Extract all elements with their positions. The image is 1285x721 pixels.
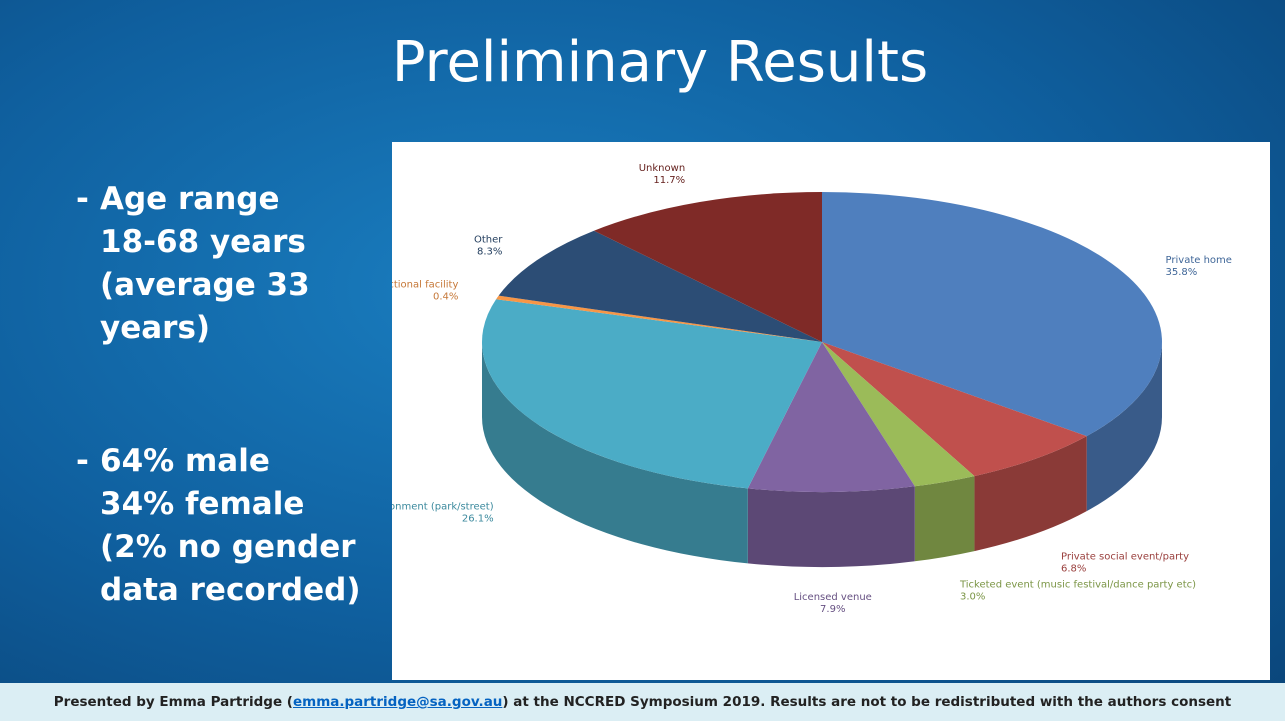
bullet-line: Age range [100, 181, 280, 217]
bullet-line: (2% no gender [100, 529, 356, 565]
slice-label: Other [474, 234, 503, 245]
value-label: 6.8% [1061, 563, 1086, 574]
value-label: 26.1% [462, 514, 494, 525]
slice [593, 192, 822, 342]
slice-side [482, 342, 748, 564]
value-label: 7.9% [820, 604, 845, 615]
slice-label: Public environment (park/street) [392, 502, 494, 513]
value-label: 11.7% [653, 175, 685, 186]
slice-label: Correctional facility [392, 280, 458, 291]
value-label: 35.8% [1166, 267, 1198, 278]
bullet-line: 18-68 years [100, 224, 306, 260]
slice-label: Licensed venue [794, 592, 872, 603]
bullet: - 64% male 34% female (2% no gender data… [76, 440, 361, 612]
bullet-line: 64% male [100, 443, 270, 479]
value-label: 8.3% [477, 246, 502, 257]
value-label: 0.4% [433, 292, 458, 303]
footer-text: Presented by Emma Partridge ( [53, 694, 293, 710]
bullet-line: (average 33 [100, 267, 310, 303]
slice [747, 342, 915, 492]
bullet-line: data recorded) [100, 572, 361, 608]
slice [822, 342, 975, 487]
bullet: - Age range 18-68 years (average 33 year… [76, 178, 310, 350]
email-link[interactable]: emma.partridge@sa.gov.au [292, 694, 503, 710]
chart-area: Private home 35.8% Private social event/pa… [331, 142, 1270, 680]
slice [496, 295, 822, 342]
value-label: 3.0% [960, 592, 985, 603]
slice [822, 342, 1087, 477]
slice [498, 230, 822, 342]
bullet-marker: - [76, 181, 89, 217]
slice [482, 299, 822, 489]
slide-title: Preliminary Results [391, 30, 929, 95]
bullet-line: years) [100, 310, 211, 346]
slice-label: Private social event/party [1061, 551, 1189, 562]
slice [822, 192, 1163, 437]
slice-label: Unknown [639, 163, 685, 174]
slice-side [1086, 342, 1162, 512]
slice-side [914, 476, 975, 562]
bullet-line: 34% female [100, 486, 305, 522]
slice-label: Ticketed event (music festival/dance par… [959, 580, 1196, 591]
bullet-marker: - [76, 443, 89, 479]
slice-side [747, 486, 915, 567]
footer-text: ) at the NCCRED Symposium 2019. Results … [502, 694, 1232, 710]
footer: Presented by Emma Partridge (emma.partri… [0, 683, 1285, 721]
slice-label: Private home [1166, 255, 1232, 266]
slice-side [974, 436, 1087, 552]
